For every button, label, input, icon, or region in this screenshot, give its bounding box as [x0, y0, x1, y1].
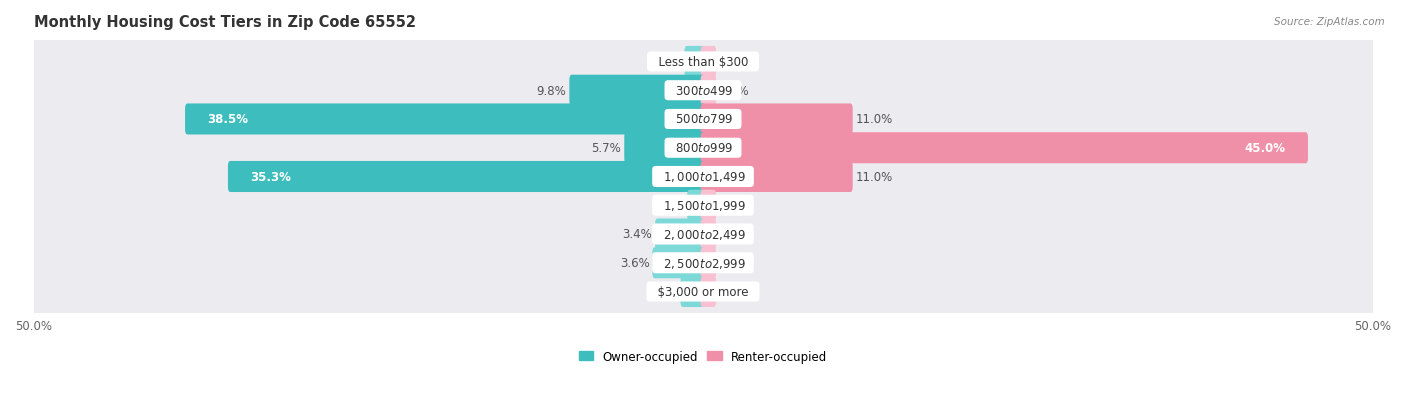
FancyBboxPatch shape — [681, 276, 706, 307]
FancyBboxPatch shape — [186, 104, 706, 135]
FancyBboxPatch shape — [700, 219, 716, 250]
FancyBboxPatch shape — [27, 209, 1379, 260]
Text: 1.2%: 1.2% — [652, 56, 682, 69]
FancyBboxPatch shape — [700, 133, 1308, 164]
Text: 35.3%: 35.3% — [250, 171, 291, 183]
Text: 11.0%: 11.0% — [856, 113, 893, 126]
Text: $800 to $999: $800 to $999 — [668, 142, 738, 155]
Text: $300 to $499: $300 to $499 — [668, 85, 738, 97]
Text: 0.0%: 0.0% — [718, 256, 748, 270]
Text: $500 to $799: $500 to $799 — [668, 113, 738, 126]
FancyBboxPatch shape — [228, 161, 706, 192]
FancyBboxPatch shape — [27, 266, 1379, 318]
FancyBboxPatch shape — [624, 133, 706, 164]
FancyBboxPatch shape — [27, 65, 1379, 117]
FancyBboxPatch shape — [700, 47, 716, 78]
Text: 0.0%: 0.0% — [718, 56, 748, 69]
Text: $2,000 to $2,499: $2,000 to $2,499 — [655, 228, 751, 242]
FancyBboxPatch shape — [700, 276, 716, 307]
Text: 1.5%: 1.5% — [648, 285, 678, 298]
FancyBboxPatch shape — [700, 104, 852, 135]
Text: 3.4%: 3.4% — [623, 228, 652, 241]
Text: 38.5%: 38.5% — [208, 113, 249, 126]
FancyBboxPatch shape — [27, 180, 1379, 232]
Text: 0.0%: 0.0% — [718, 285, 748, 298]
FancyBboxPatch shape — [569, 76, 706, 107]
FancyBboxPatch shape — [685, 47, 706, 78]
Text: 5.7%: 5.7% — [592, 142, 621, 155]
FancyBboxPatch shape — [700, 161, 852, 192]
FancyBboxPatch shape — [27, 36, 1379, 88]
FancyBboxPatch shape — [27, 237, 1379, 289]
FancyBboxPatch shape — [700, 190, 716, 221]
Text: 1.0%: 1.0% — [655, 199, 685, 212]
Text: $3,000 or more: $3,000 or more — [650, 285, 756, 298]
FancyBboxPatch shape — [655, 219, 706, 250]
FancyBboxPatch shape — [27, 151, 1379, 203]
Text: $2,500 to $2,999: $2,500 to $2,999 — [655, 256, 751, 270]
FancyBboxPatch shape — [27, 123, 1379, 174]
FancyBboxPatch shape — [27, 94, 1379, 145]
Text: 0.0%: 0.0% — [718, 85, 748, 97]
FancyBboxPatch shape — [652, 248, 706, 279]
Text: $1,500 to $1,999: $1,500 to $1,999 — [655, 199, 751, 213]
FancyBboxPatch shape — [688, 190, 706, 221]
Text: 0.0%: 0.0% — [718, 228, 748, 241]
Text: Monthly Housing Cost Tiers in Zip Code 65552: Monthly Housing Cost Tiers in Zip Code 6… — [34, 15, 416, 30]
Text: Less than $300: Less than $300 — [651, 56, 755, 69]
Text: $1,000 to $1,499: $1,000 to $1,499 — [655, 170, 751, 184]
Text: 0.0%: 0.0% — [718, 199, 748, 212]
Text: Source: ZipAtlas.com: Source: ZipAtlas.com — [1274, 17, 1385, 26]
FancyBboxPatch shape — [700, 248, 716, 279]
Text: 11.0%: 11.0% — [856, 171, 893, 183]
FancyBboxPatch shape — [700, 76, 716, 107]
Legend: Owner-occupied, Renter-occupied: Owner-occupied, Renter-occupied — [574, 345, 832, 368]
Text: 9.8%: 9.8% — [537, 85, 567, 97]
Text: 45.0%: 45.0% — [1244, 142, 1285, 155]
Text: 3.6%: 3.6% — [620, 256, 650, 270]
